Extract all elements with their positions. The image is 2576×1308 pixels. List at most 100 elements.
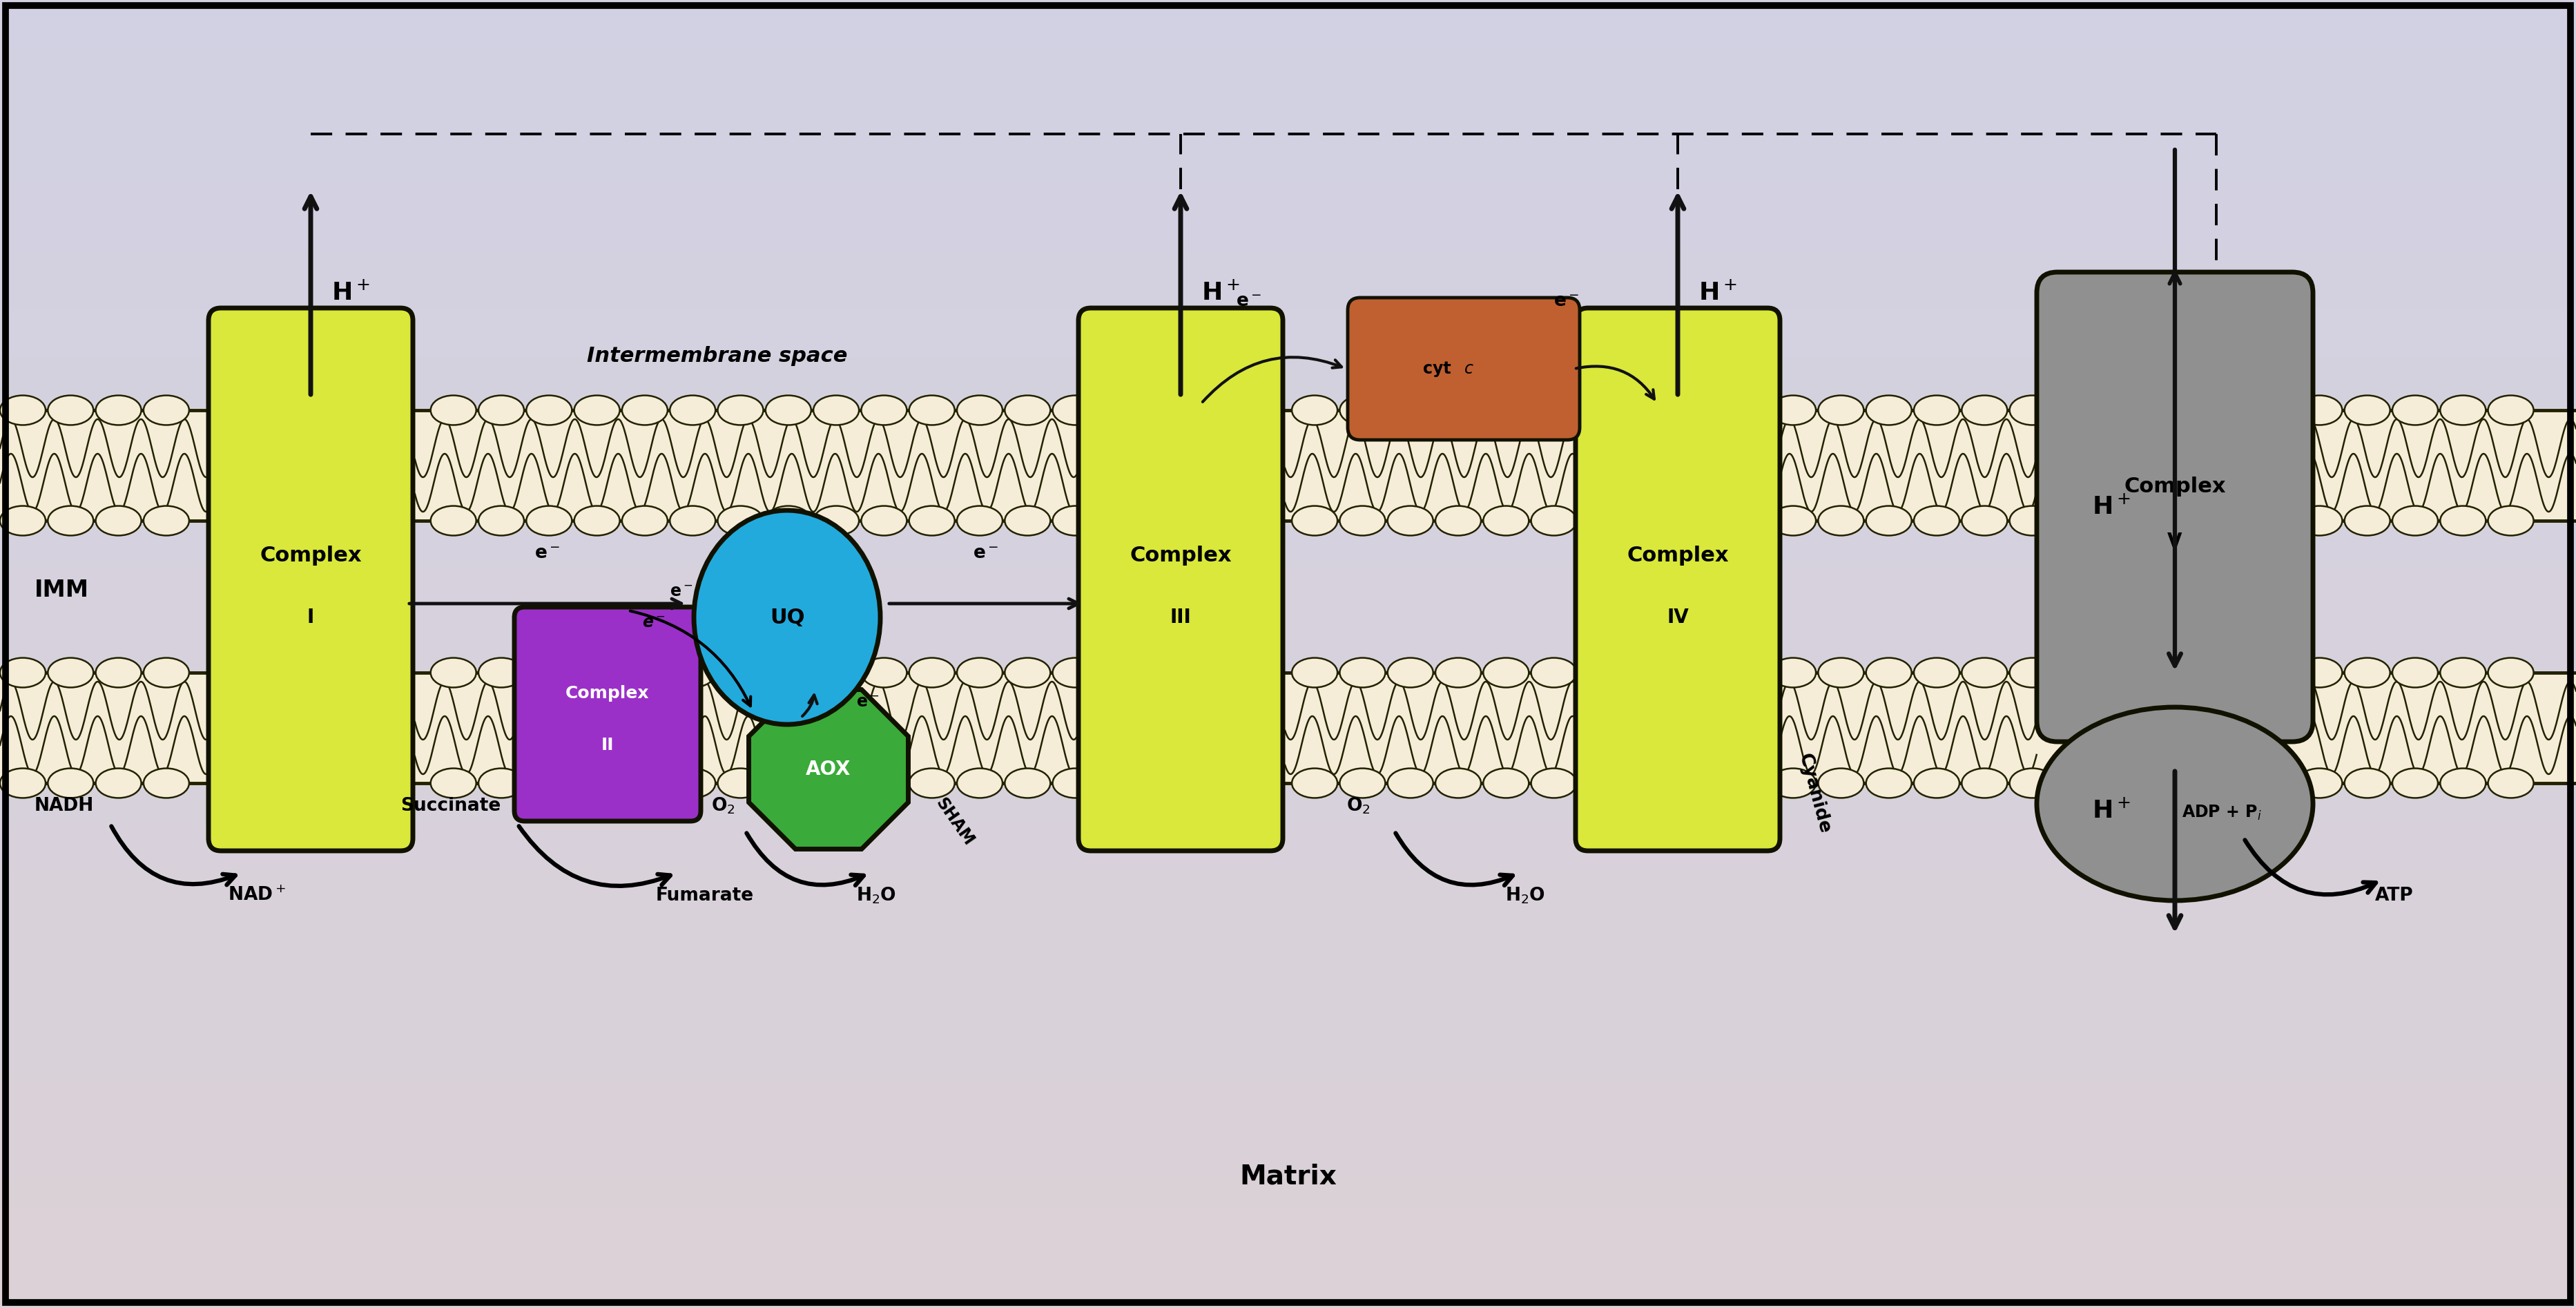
Bar xyxy=(0,1121,2576,1125)
Ellipse shape xyxy=(693,510,881,725)
Bar xyxy=(0,912,2576,916)
Bar xyxy=(0,196,2576,200)
Ellipse shape xyxy=(2488,506,2535,535)
Bar xyxy=(0,428,2576,432)
Ellipse shape xyxy=(1865,395,1911,425)
Text: Intermembrane space: Intermembrane space xyxy=(587,347,848,366)
Ellipse shape xyxy=(765,768,811,798)
Ellipse shape xyxy=(1819,768,1865,798)
Bar xyxy=(0,166,2576,170)
Ellipse shape xyxy=(1005,395,1051,425)
Bar xyxy=(0,1129,2576,1134)
Ellipse shape xyxy=(814,768,858,798)
Ellipse shape xyxy=(1293,395,1337,425)
Text: O$_2$: O$_2$ xyxy=(1347,795,1370,815)
Bar xyxy=(0,349,2576,353)
Ellipse shape xyxy=(49,506,93,535)
Text: H$^+$: H$^+$ xyxy=(1698,281,1736,305)
Bar xyxy=(0,566,2576,572)
Ellipse shape xyxy=(95,506,142,535)
Ellipse shape xyxy=(2393,658,2437,688)
Ellipse shape xyxy=(909,506,956,535)
Ellipse shape xyxy=(860,768,907,798)
Bar xyxy=(0,179,2576,183)
Bar xyxy=(0,419,2576,422)
Ellipse shape xyxy=(2344,395,2391,425)
Bar xyxy=(0,807,2576,811)
Bar xyxy=(0,480,2576,484)
Bar xyxy=(0,602,2576,606)
Text: H$_2$O: H$_2$O xyxy=(1504,886,1546,905)
Ellipse shape xyxy=(1340,395,1386,425)
Ellipse shape xyxy=(526,658,572,688)
Ellipse shape xyxy=(526,506,572,535)
Text: Complex: Complex xyxy=(1628,545,1728,565)
Bar xyxy=(0,815,2576,820)
Bar xyxy=(0,284,2576,288)
Bar xyxy=(0,710,2576,715)
Ellipse shape xyxy=(1819,506,1865,535)
Bar xyxy=(0,671,2576,676)
Bar xyxy=(0,297,2576,301)
Bar xyxy=(0,1042,2576,1046)
Bar xyxy=(0,52,2576,56)
Text: H$^+$: H$^+$ xyxy=(2092,799,2130,823)
Ellipse shape xyxy=(719,768,762,798)
Bar xyxy=(0,1230,2576,1233)
Bar xyxy=(0,415,2576,419)
Bar xyxy=(0,942,2576,946)
Bar xyxy=(0,1020,2576,1024)
Ellipse shape xyxy=(765,506,811,535)
Ellipse shape xyxy=(1770,658,1816,688)
Bar xyxy=(0,484,2576,488)
Bar xyxy=(0,589,2576,593)
Bar xyxy=(0,161,2576,166)
Bar xyxy=(0,959,2576,964)
Ellipse shape xyxy=(95,658,142,688)
Bar xyxy=(0,432,2576,436)
Text: e$^-$: e$^-$ xyxy=(855,695,878,710)
Bar xyxy=(0,1063,2576,1069)
Bar xyxy=(0,1151,2576,1155)
Bar xyxy=(0,1190,2576,1194)
Bar xyxy=(0,663,2576,667)
Ellipse shape xyxy=(2439,768,2486,798)
Ellipse shape xyxy=(860,658,907,688)
Bar xyxy=(0,1173,2576,1177)
Ellipse shape xyxy=(909,395,956,425)
Bar xyxy=(0,645,2576,650)
Bar xyxy=(0,736,2576,742)
Bar xyxy=(0,205,2576,209)
Bar xyxy=(0,148,2576,153)
Bar xyxy=(0,1282,2576,1286)
FancyBboxPatch shape xyxy=(515,607,701,821)
Text: e$^-$: e$^-$ xyxy=(974,545,999,562)
Bar xyxy=(0,755,2576,759)
Bar xyxy=(0,798,2576,802)
Bar xyxy=(0,562,2576,566)
Bar xyxy=(0,654,2576,658)
Bar xyxy=(0,1207,2576,1213)
Bar xyxy=(0,833,2576,837)
Bar xyxy=(0,232,2576,235)
Bar xyxy=(0,990,2576,994)
Ellipse shape xyxy=(621,506,667,535)
Bar xyxy=(0,1243,2576,1247)
Ellipse shape xyxy=(814,395,858,425)
Bar xyxy=(0,506,2576,510)
Bar xyxy=(0,475,2576,480)
Ellipse shape xyxy=(670,768,716,798)
Ellipse shape xyxy=(144,395,188,425)
Bar xyxy=(0,1050,2576,1056)
Bar xyxy=(0,977,2576,981)
Text: H$^+$: H$^+$ xyxy=(2092,494,2130,519)
Bar xyxy=(0,39,2576,43)
Bar xyxy=(0,1177,2576,1181)
Bar xyxy=(0,850,2576,854)
Ellipse shape xyxy=(1293,768,1337,798)
Bar xyxy=(0,702,2576,706)
Bar xyxy=(0,820,2576,824)
FancyBboxPatch shape xyxy=(2038,272,2313,742)
Bar xyxy=(0,641,2576,645)
Bar xyxy=(0,9,2576,13)
